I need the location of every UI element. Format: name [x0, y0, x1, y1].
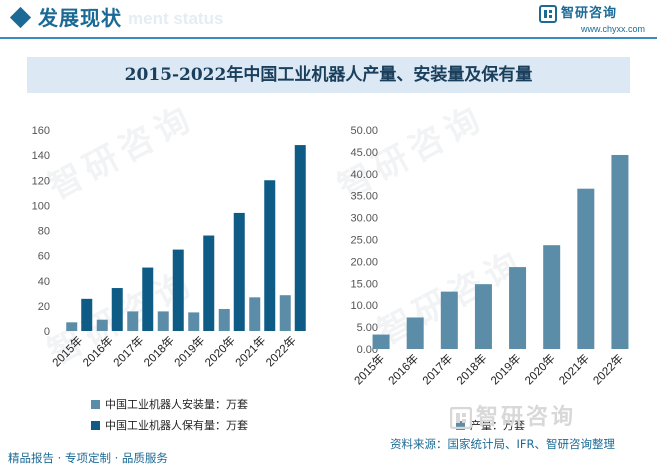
y-tick-label: 50.00	[350, 125, 378, 137]
bar	[127, 311, 139, 331]
bar	[96, 319, 108, 331]
y-tick-label: 45.00	[350, 147, 378, 159]
chart-title-bar: 2015-2022年中国工业机器人产量、安装量及保有量	[27, 57, 630, 93]
legend-label-stock: 中国工业机器人保有量：万套	[105, 419, 248, 432]
x-tick-label: 2019年	[488, 351, 524, 387]
bar	[509, 267, 527, 349]
y-tick-label: 30.00	[350, 213, 378, 225]
bar	[188, 312, 200, 331]
bar	[111, 288, 123, 331]
y-tick-label: 20	[38, 301, 50, 313]
y-tick-label: 0	[44, 326, 50, 338]
legend-install: 中国工业机器人安装量：万套	[91, 397, 291, 413]
y-tick-label: 160	[32, 125, 50, 137]
header-ghost-text: ment status	[128, 9, 224, 28]
footer-brand: 智研咨询	[476, 405, 577, 430]
bar	[279, 295, 291, 331]
bar	[264, 180, 276, 331]
brand-logo-icon	[539, 5, 557, 23]
x-tick-label: 2019年	[171, 333, 207, 369]
bar	[142, 267, 154, 331]
x-tick-label: 2016年	[385, 351, 421, 387]
footer-logo-icon	[450, 407, 472, 429]
legend-swatch-production	[456, 421, 465, 430]
x-tick-label: 2017年	[419, 351, 455, 387]
legend-label-production: 产量：万套	[470, 419, 525, 432]
legend-stock: 中国工业机器人保有量：万套	[91, 418, 291, 434]
bar	[294, 145, 306, 331]
legend-swatch-stock	[91, 421, 100, 430]
x-tick-label: 2020年	[202, 333, 238, 369]
x-tick-label: 2021年	[232, 333, 268, 369]
bar	[474, 284, 492, 349]
bar	[577, 188, 595, 349]
bar	[172, 249, 184, 331]
brand-logo: 智研咨询 www.chyxx.com	[539, 4, 649, 36]
bar	[233, 212, 245, 331]
bar	[203, 235, 215, 331]
x-tick-label: 2016年	[80, 333, 116, 369]
y-tick-label: 140	[32, 150, 50, 162]
bar	[611, 154, 629, 349]
x-tick-label: 2017年	[110, 333, 146, 369]
data-source: 资料来源：国家统计局、IFR、智研咨询整理	[390, 437, 615, 451]
y-tick-label: 25.00	[350, 235, 378, 247]
chart-title: 2015-2022年中国工业机器人产量、安装量及保有量	[124, 65, 533, 85]
brand-url: www.chyxx.com	[581, 24, 646, 34]
legend-production: 产量：万套	[456, 418, 576, 434]
bar	[440, 291, 458, 349]
y-tick-label: 15.00	[350, 278, 378, 290]
x-tick-label: 2022年	[263, 333, 299, 369]
bar	[218, 309, 230, 331]
bar	[406, 317, 424, 349]
bar	[66, 322, 78, 331]
brand-name: 智研咨询	[561, 6, 618, 21]
y-tick-label: 80	[38, 226, 50, 238]
x-tick-label: 2022年	[590, 351, 626, 387]
y-tick-label: 100	[32, 200, 50, 212]
x-tick-label: 2015年	[49, 333, 85, 369]
x-tick-label: 2020年	[522, 351, 558, 387]
bar	[543, 245, 561, 349]
x-tick-label: 2021年	[556, 351, 592, 387]
footer-tagline: 精品报告 · 专项定制 · 品质服务	[8, 451, 168, 465]
bar	[372, 334, 390, 349]
y-tick-label: 5.00	[357, 322, 378, 334]
page-header: ment status 发展现状 智研咨询 www.chyxx.com	[0, 0, 657, 44]
bar	[81, 298, 93, 331]
y-tick-label: 10.00	[350, 300, 378, 312]
y-tick-label: 20.00	[350, 256, 378, 268]
y-tick-label: 60	[38, 251, 50, 263]
x-tick-label: 2018年	[453, 351, 489, 387]
y-tick-label: 120	[32, 175, 50, 187]
x-tick-label: 2015年	[351, 351, 387, 387]
bar	[249, 297, 261, 331]
y-tick-label: 35.00	[350, 191, 378, 203]
y-tick-label: 40.00	[350, 169, 378, 181]
page-title: 发展现状	[38, 6, 122, 30]
x-tick-label: 2018年	[141, 333, 177, 369]
bar	[157, 311, 169, 331]
y-tick-label: 40	[38, 276, 50, 288]
header-divider	[0, 37, 657, 39]
legend-swatch-install	[91, 400, 100, 409]
legend-label-install: 中国工业机器人安装量：万套	[105, 398, 248, 411]
